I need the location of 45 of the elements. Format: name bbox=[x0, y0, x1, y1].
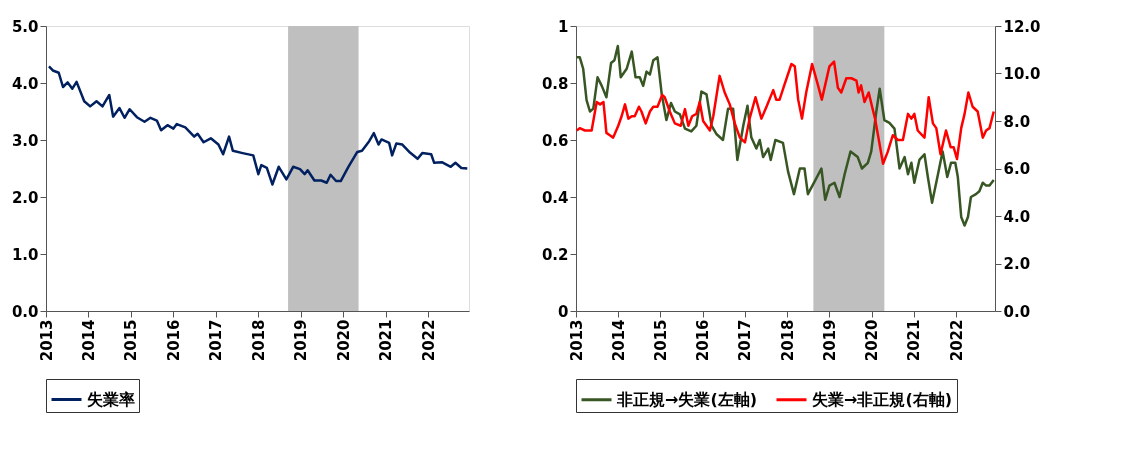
x-tick-label: 2021 bbox=[905, 319, 924, 362]
x-tick-label: 2022 bbox=[419, 319, 438, 362]
legend-label: 失業率 bbox=[87, 389, 135, 409]
x-tick-label: 2022 bbox=[947, 319, 966, 362]
y-tick-label: 0 bbox=[558, 302, 569, 321]
y2-tick-label: 4.0 bbox=[1003, 207, 1031, 226]
x-tick-label: 2014 bbox=[79, 319, 98, 362]
y-tick-label: 0.8 bbox=[541, 74, 569, 93]
y-tick-label: 1.0 bbox=[11, 245, 39, 264]
x-tick-label: 2017 bbox=[736, 319, 755, 362]
x-tick-label: 2019 bbox=[292, 319, 311, 362]
line-series bbox=[47, 65, 469, 186]
y-tick-label: 1 bbox=[558, 17, 569, 36]
y2-tick-label: 0.0 bbox=[1003, 302, 1031, 321]
y2-tick-label: 8.0 bbox=[1003, 112, 1031, 131]
x-tick-label: 2015 bbox=[651, 319, 670, 362]
line-series bbox=[575, 60, 995, 165]
x-tick-label: 2013 bbox=[37, 319, 56, 362]
y2-tick-label: 2.0 bbox=[1003, 255, 1031, 273]
x-tick-label: 2014 bbox=[609, 319, 628, 362]
y-tick-label: 0.2 bbox=[541, 245, 569, 264]
x-tick-label: 2015 bbox=[122, 319, 141, 362]
y-tick-label: 0.4 bbox=[541, 188, 569, 207]
x-tick-label: 2021 bbox=[377, 319, 396, 362]
y2-tick-label: 6.0 bbox=[1003, 160, 1031, 178]
x-tick-label: 2016 bbox=[694, 319, 713, 362]
x-tick-label: 2016 bbox=[164, 319, 183, 362]
y-tick-label: 0.6 bbox=[541, 131, 569, 150]
x-tick-label: 2018 bbox=[778, 319, 797, 362]
x-tick-label: 2018 bbox=[249, 319, 268, 362]
y-tick-label: 5.0 bbox=[11, 17, 39, 36]
x-tick-label: 2020 bbox=[334, 319, 353, 362]
x-tick-label: 2013 bbox=[567, 319, 586, 362]
y-tick-label: 3.0 bbox=[11, 131, 39, 150]
x-tick-label: 2020 bbox=[863, 319, 882, 362]
x-tick-label: 2019 bbox=[820, 319, 839, 362]
line-series bbox=[575, 44, 995, 227]
y-tick-label: 4.0 bbox=[11, 74, 39, 93]
y-tick-label: 0.0 bbox=[11, 302, 39, 321]
y2-tick-label: 12.0 bbox=[1003, 17, 1041, 36]
y-tick-label: 2.0 bbox=[11, 188, 39, 207]
y2-tick-label: 10.0 bbox=[1003, 65, 1041, 83]
legend-label: 非正規→失業(左軸) bbox=[616, 389, 758, 409]
x-tick-label: 2017 bbox=[207, 319, 226, 362]
legend-label: 失業→非正規(右軸) bbox=[812, 389, 953, 409]
